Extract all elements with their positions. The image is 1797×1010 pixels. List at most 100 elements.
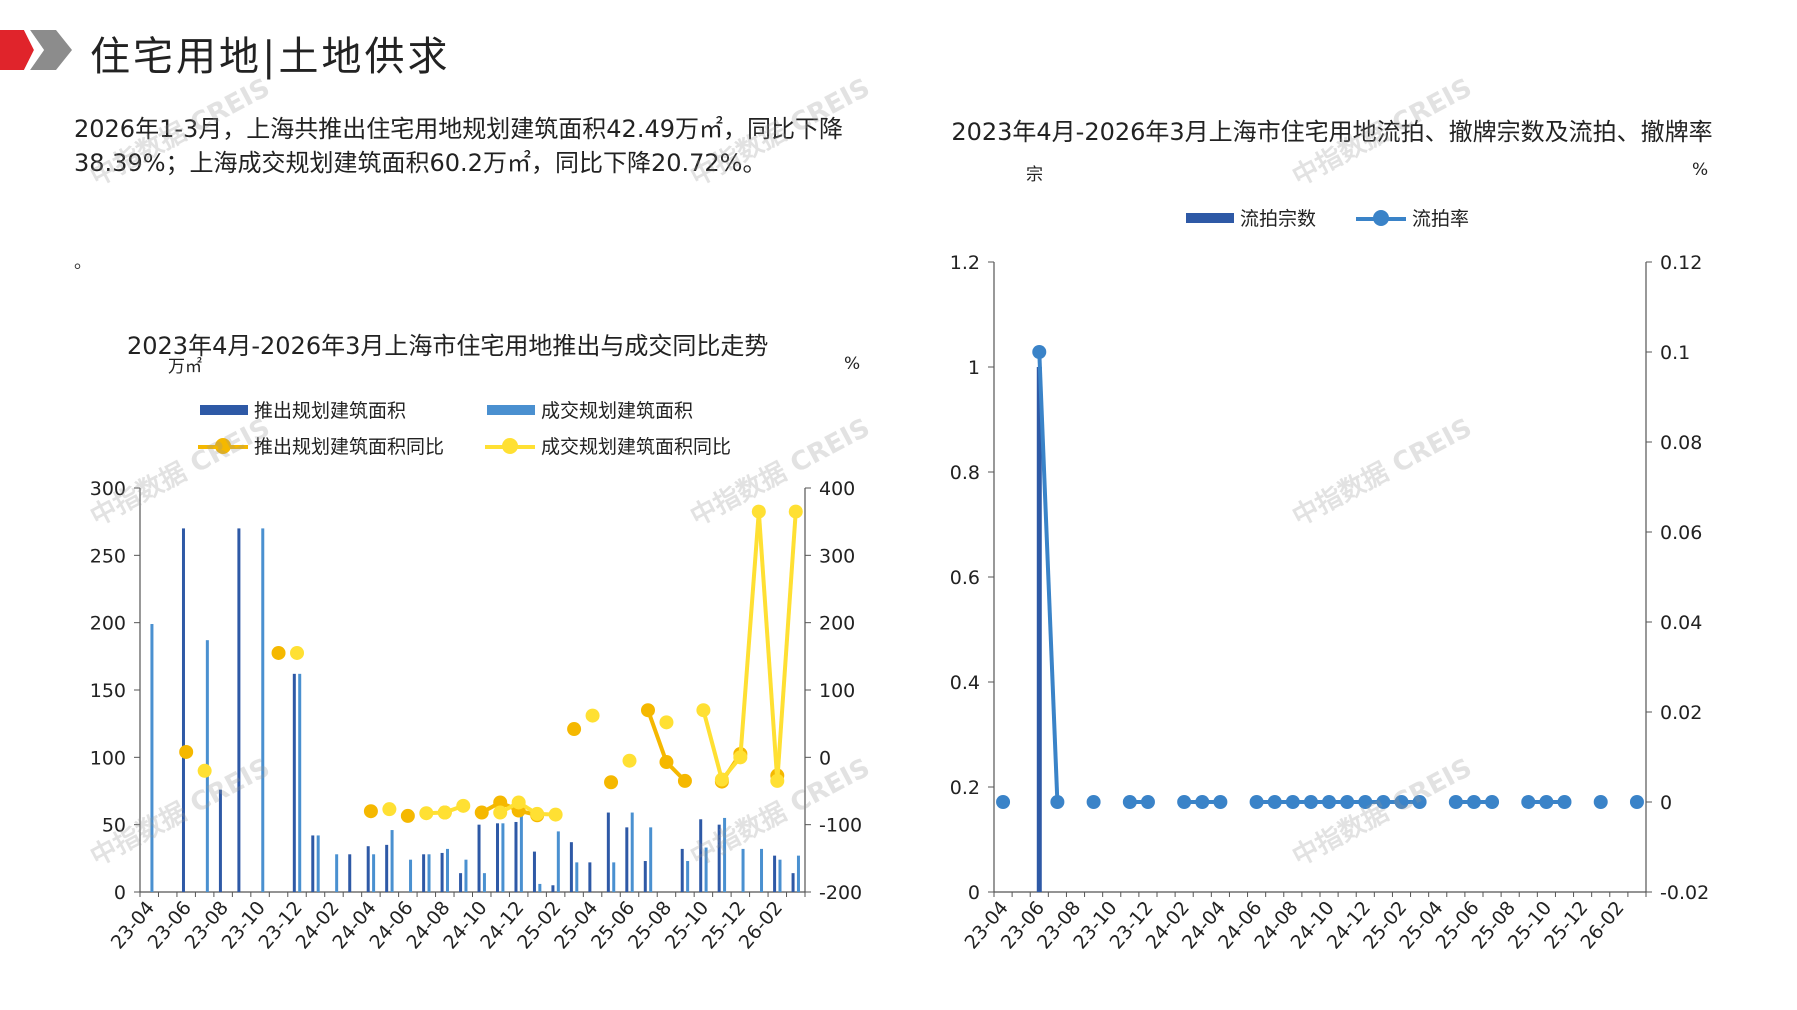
bar [649,827,653,892]
y-tick-label: 200 [90,613,126,635]
bar [335,854,339,892]
bar [773,855,777,892]
watermark: 中指数据 CREIS [85,412,275,533]
data-point [511,795,526,810]
y2-tick-label: 0.02 [1660,702,1702,724]
bar [261,528,265,892]
series-line-segment [426,810,445,816]
brand-logo [0,30,72,70]
data-point [770,768,785,783]
data-point [382,802,397,817]
bar [440,852,444,892]
chart1-legend-item-2: 成交规划建筑面积 [487,396,693,423]
y-tick-label: 1.2 [950,252,980,274]
x-tick-label: 25-08 [1468,897,1520,953]
data-point [640,703,655,718]
data-point [770,773,785,788]
y-tick-label: 250 [90,545,126,567]
y-tick-label: 150 [90,680,126,702]
bar [150,624,154,892]
data-point [511,803,526,818]
data-point [1177,795,1192,809]
data-point [733,746,748,761]
y2-tick-label: 0.08 [1660,432,1702,454]
x-tick-label: 25-04 [1395,897,1447,953]
bar [760,848,764,892]
data-point [714,774,729,789]
x-tick-label: 25-06 [587,897,639,953]
data-point [290,645,305,660]
y-tick-label: 0.4 [950,672,980,694]
bar [292,673,296,892]
summary-text: 2026年1-3月，上海共推出住宅用地规划建筑面积42.49万㎡，同比下降38.… [74,115,843,177]
data-point [751,504,766,519]
y-tick-label: 0 [114,882,126,904]
bar [316,835,320,892]
bar [538,883,542,892]
data-point [622,753,637,768]
bar [348,854,352,892]
bar [422,854,426,892]
chart2-left-unit: 宗 [1026,165,1043,185]
legend-label: 成交规划建筑面积同比 [541,436,732,458]
bar [372,854,376,892]
data-point [677,773,692,788]
x-tick-label: 25-12 [698,897,750,953]
x-tick-label: 23-06 [144,897,196,953]
bar [427,854,431,892]
data-point [1140,795,1155,809]
bar [630,812,634,892]
legend-swatch [1186,212,1234,223]
y2-tick-label: 0.04 [1660,612,1702,634]
legend-swatch [200,404,248,415]
x-tick-label: 23-10 [1069,897,1121,953]
x-tick-label: 24-06 [1214,897,1266,953]
bar [390,830,394,892]
x-tick-label: 24-04 [328,897,380,953]
data-point [1629,795,1644,809]
legend-swatch [1356,207,1406,229]
page-title: 住宅用地|土地供求 [90,34,451,80]
y2-tick-label: -0.02 [1660,882,1709,904]
chart1-title: 2023年4月-2026年3月上海市住宅用地推出与成交同比走势 [127,332,769,360]
bar [551,885,555,892]
y2-tick-label: 300 [819,545,855,567]
chart1-legend-item-1: 推出规划建筑面积 [200,396,406,423]
series-line-segment [499,800,520,815]
x-tick-label: 24-08 [402,897,454,953]
x-tick-label: 24-10 [1287,897,1339,953]
data-point [604,775,619,790]
logo-white-stripe [24,30,44,70]
data-point [1485,795,1500,809]
series-line-segment [720,756,742,781]
data-point [400,808,415,823]
bar [686,861,690,892]
x-tick-label: 24-02 [1142,897,1194,953]
data-point [179,744,194,759]
bar [612,862,616,892]
series-line-segment [499,800,520,813]
x-tick-label: 25-02 [1359,897,1411,953]
x-tick-label: 23-12 [254,897,306,953]
bar [496,823,500,892]
legend-swatch [487,404,535,415]
series-line-segment [537,811,556,817]
x-tick-label: 23-08 [181,897,233,953]
y2-tick-label: -200 [819,882,862,904]
chart2-title: 2023年4月-2026年3月上海市住宅用地流拍、撤牌宗数及流拍、撤牌率 [951,118,1713,146]
x-tick-label: 24-04 [1178,897,1230,953]
bar [741,848,745,892]
data-point [456,798,471,813]
y2-tick-label: 0.12 [1660,252,1702,274]
data-point [585,708,600,723]
data-point [437,805,452,820]
data-point [1539,795,1554,809]
legend-swatch [198,435,248,457]
data-point [363,804,378,819]
x-tick-label: 25-10 [1504,897,1556,953]
data-point [548,807,563,822]
data-point [567,722,582,737]
y2-tick-label: 0.1 [1660,342,1690,364]
bar [796,855,800,892]
x-tick-label: 26-02 [735,897,787,953]
